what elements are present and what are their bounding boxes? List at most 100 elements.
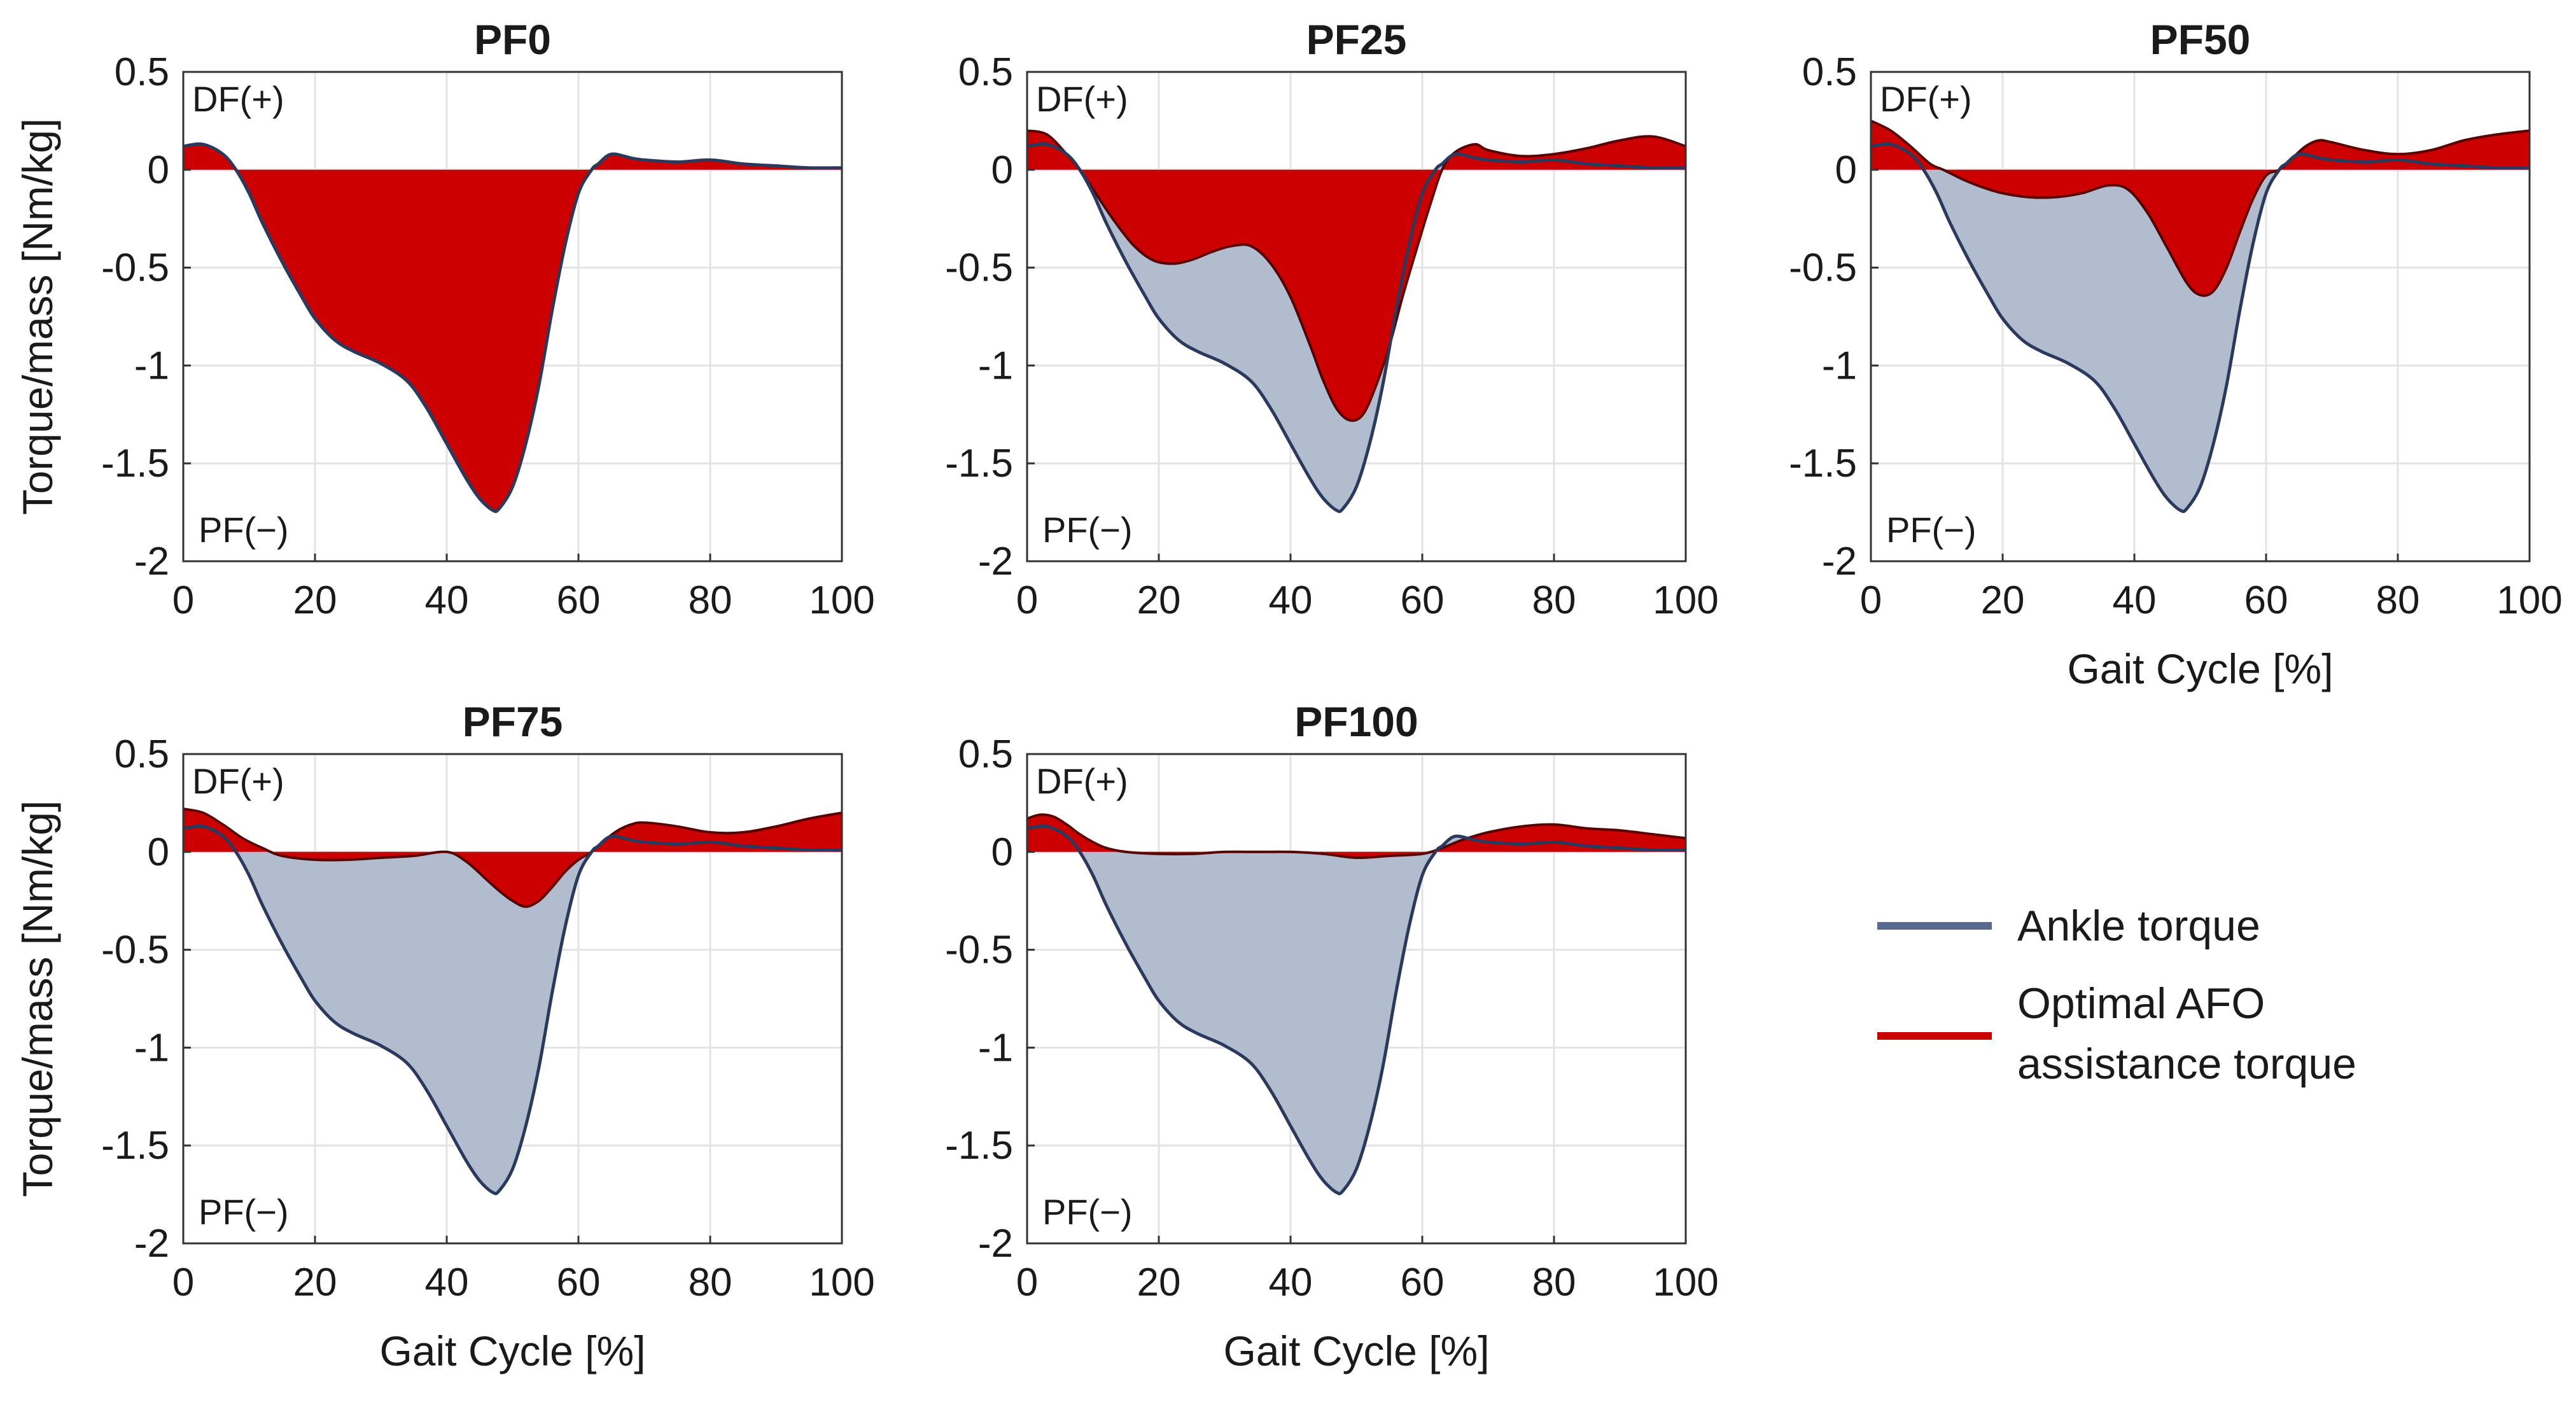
x-tick-label: 20 <box>1137 578 1181 622</box>
x-tick-label: 80 <box>1532 1261 1576 1304</box>
x-tick-label: 40 <box>2113 578 2157 622</box>
panel-title: PF100 <box>1294 698 1418 745</box>
y-axis-label: Torque/mass [Nm/kg] <box>14 800 61 1198</box>
afo-torque-area <box>1027 130 1686 421</box>
y-tick-label: -2 <box>978 1222 1013 1266</box>
x-tick-label: 0 <box>172 1261 194 1304</box>
panel-title: PF0 <box>474 16 551 63</box>
label-dorsiflexion: DF(+) <box>192 79 284 119</box>
y-tick-label: -2 <box>134 1222 169 1266</box>
x-tick-label: 0 <box>1860 578 1882 622</box>
axes-frame <box>1026 71 1687 563</box>
plot-series <box>1027 129 1686 514</box>
y-tick-label: 0.5 <box>115 50 169 94</box>
panel-pf100: 0 20 40 60 80 100 0.5 0 -0.5 -1 -1.5 -2 PF100 DF(+) PF… <box>945 698 1719 1374</box>
panel-pf25: 0 20 40 60 80 100 0.5 0 -0.5 -1 -1.5 -2 PF25 DF(+) PF(… <box>945 16 1719 622</box>
x-tick-label: 100 <box>809 578 874 622</box>
x-tick-label: 40 <box>1269 1261 1313 1304</box>
x-tick-label: 0 <box>172 578 194 622</box>
y-tick-label: -2 <box>978 540 1013 584</box>
afo-torque-area <box>183 809 842 907</box>
afo-torque-line <box>1871 120 2530 297</box>
x-axis-label: Gait Cycle [%] <box>2067 645 2333 692</box>
y-tick-label: -1 <box>1822 344 1857 388</box>
x-tick-label: 60 <box>1401 578 1445 622</box>
y-tick-label: -1 <box>978 1026 1013 1070</box>
y-tick-label: 0 <box>1835 148 1857 192</box>
y-tick-label: -1 <box>134 1026 169 1070</box>
y-tick-label: 0.5 <box>958 50 1013 94</box>
axes-frame <box>1026 753 1687 1245</box>
x-tick-label: 40 <box>425 1261 469 1304</box>
y-tick-label: 0 <box>148 148 169 192</box>
x-tick-label: 20 <box>1981 578 2025 622</box>
x-tick-label: 60 <box>1401 1261 1445 1304</box>
panel-title: PF75 <box>463 698 563 745</box>
label-plantarflexion: PF(−) <box>199 1192 289 1232</box>
panel-title: PF25 <box>1306 16 1407 63</box>
afo-torque-line <box>1027 813 1686 860</box>
x-tick-label: 100 <box>1653 578 1718 622</box>
label-plantarflexion: PF(−) <box>1042 1192 1133 1232</box>
panel-title: PF50 <box>2150 16 2251 63</box>
y-tick-label: -0.5 <box>101 246 169 290</box>
ankle-torque-line <box>1027 142 1686 514</box>
y-tick-label: -2 <box>1822 540 1857 584</box>
legend-label-afo-line-2: assistance torque <box>2017 1040 2356 1088</box>
y-tick-label: 0.5 <box>958 732 1013 776</box>
x-tick-label: 80 <box>689 578 732 622</box>
afo-torque-area <box>1027 814 1686 858</box>
afo-torque-line <box>1027 129 1686 423</box>
label-plantarflexion: PF(−) <box>1042 510 1133 550</box>
x-tick-label: 20 <box>293 578 337 622</box>
x-tick-label: 0 <box>1016 578 1038 622</box>
ankle-torque-line <box>1027 824 1686 1196</box>
y-tick-label: -0.5 <box>1789 246 1857 290</box>
label-dorsiflexion: DF(+) <box>1036 79 1128 119</box>
x-tick-label: 100 <box>2496 578 2562 622</box>
ankle-torque-line <box>183 824 842 1196</box>
y-tick-label: -1.5 <box>945 442 1013 486</box>
y-tick-label: -0.5 <box>945 928 1013 972</box>
axes-frame <box>1870 71 2531 563</box>
afo-torque-line <box>183 807 842 908</box>
ankle-torque-area <box>1871 144 2530 512</box>
plot-series <box>1027 813 1686 1196</box>
x-tick-label: 20 <box>293 1261 337 1304</box>
y-tick-label: -1.5 <box>101 1124 169 1168</box>
y-tick-label: -1 <box>134 344 169 388</box>
ankle-torque-line <box>1871 142 2530 514</box>
legend-label-afo-line-1: Optimal AFO <box>2017 979 2265 1028</box>
plot-series <box>183 142 842 514</box>
y-tick-label: 0 <box>991 830 1013 874</box>
legend-label-ankle-torque: Ankle torque <box>2017 902 2260 950</box>
y-tick-label: -1.5 <box>945 1124 1013 1168</box>
label-plantarflexion: PF(−) <box>199 510 289 550</box>
x-tick-label: 100 <box>809 1261 874 1304</box>
label-dorsiflexion: DF(+) <box>1036 761 1128 801</box>
plot-series <box>1871 120 2530 514</box>
label-dorsiflexion: DF(+) <box>1880 79 1972 119</box>
axes-frame <box>182 71 843 563</box>
y-axis-label: Torque/mass [Nm/kg] <box>14 118 61 515</box>
y-tick-label: -1.5 <box>1789 442 1857 486</box>
panel-pf0: 0 20 40 60 80 100 0.5 0 -0.5 -1 -1.5 -2 PF0 DF(+) PF(−… <box>14 16 875 622</box>
y-tick-label: 0.5 <box>115 732 169 776</box>
label-plantarflexion: PF(−) <box>1886 510 1977 550</box>
ankle-torque-area <box>183 826 842 1194</box>
plot-series <box>183 807 842 1196</box>
panel-pf75: 0 20 40 60 80 100 0.5 0 -0.5 -1 -1.5 -2 PF75 DF(+) PF(… <box>14 698 875 1374</box>
label-dorsiflexion: DF(+) <box>192 761 284 801</box>
y-tick-label: 0 <box>148 830 169 874</box>
x-tick-label: 80 <box>1532 578 1576 622</box>
afo-torque-area <box>183 144 842 512</box>
x-tick-label: 80 <box>2376 578 2420 622</box>
ankle-torque-line <box>183 142 842 514</box>
legend: Ankle torque Optimal AFO assistance torq… <box>1877 902 2356 1088</box>
x-tick-label: 0 <box>1016 1261 1038 1304</box>
y-tick-label: -2 <box>134 540 169 584</box>
y-tick-label: -1 <box>978 344 1013 388</box>
ankle-torque-area <box>1027 826 1686 1194</box>
y-tick-label: 0 <box>991 148 1013 192</box>
